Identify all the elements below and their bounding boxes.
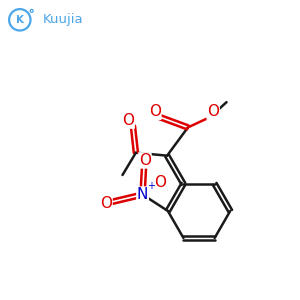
Text: O: O (100, 196, 112, 211)
Text: N: N (137, 187, 148, 202)
Text: O: O (207, 104, 219, 119)
Text: +: + (148, 181, 155, 191)
Text: O: O (149, 104, 161, 119)
Text: O: O (122, 113, 134, 128)
Text: K: K (16, 15, 24, 25)
Text: O: O (154, 175, 166, 190)
Text: O: O (139, 153, 151, 168)
Text: Kuujia: Kuujia (42, 13, 83, 26)
